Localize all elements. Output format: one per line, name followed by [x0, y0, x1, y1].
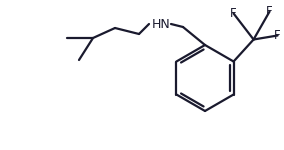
Text: F: F	[230, 7, 237, 20]
Text: HN: HN	[152, 18, 170, 30]
Text: F: F	[266, 5, 273, 18]
Text: F: F	[274, 29, 281, 42]
